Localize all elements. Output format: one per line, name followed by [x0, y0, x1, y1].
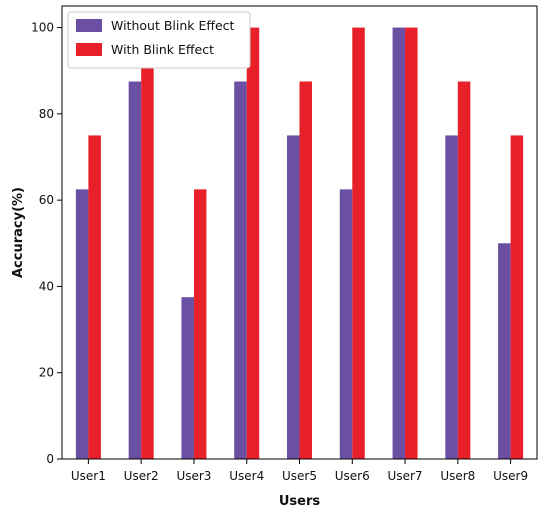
bar-user1-series-1 [75, 189, 89, 459]
x-tick-label: User9 [493, 469, 528, 483]
x-tick-label: User6 [335, 469, 370, 483]
legend-box [67, 11, 251, 69]
bar-user9-series-2 [510, 135, 524, 459]
y-tick-label: 100 [31, 21, 54, 35]
bar-user4-series-1 [234, 81, 247, 459]
legend-swatch [76, 19, 102, 32]
plot-frame [61, 5, 538, 460]
x-tick-label: User1 [71, 469, 106, 483]
bar-user6-series-1 [339, 189, 353, 459]
y-axis-title: Accuracy(%) [11, 187, 26, 278]
y-tick-label: 80 [39, 107, 54, 121]
legend-label: Without Blink Effect [111, 18, 235, 33]
bar-user8-series-1 [445, 135, 458, 459]
bar-user1-series-2 [88, 135, 101, 459]
bar-user4-series-2 [246, 27, 260, 459]
x-axis-ticks: User1 User2 User3 User4 User5 User6 User7 User8… [71, 459, 528, 483]
x-tick-label: User2 [124, 469, 159, 483]
bar-user2-series-1 [128, 81, 142, 459]
y-axis-ticks: 0 20 40 60 80 100 [31, 21, 62, 466]
y-tick-label: 20 [39, 366, 54, 380]
y-tick-label: 40 [39, 279, 54, 293]
y-tick-label: 0 [46, 452, 54, 466]
legend-label: With Blink Effect [111, 42, 214, 57]
x-tick-label: User5 [282, 469, 317, 483]
bar-user2-series-2 [141, 27, 154, 459]
x-tick-label: User8 [440, 469, 475, 483]
x-tick-label: User4 [229, 469, 264, 483]
x-axis-title: Users [279, 494, 321, 509]
bar-user3-series-2 [193, 189, 207, 459]
bar-user5-series-2 [299, 81, 312, 459]
bar-user9-series-1 [498, 243, 511, 459]
y-tick-label: 60 [39, 193, 54, 207]
bars [75, 27, 524, 459]
legend: Without Blink Effect With Blink Effect [67, 11, 251, 69]
legend-swatch [76, 43, 102, 56]
bar-user6-series-2 [352, 27, 365, 459]
bar-user8-series-2 [457, 81, 471, 459]
bar-user7-series-1 [392, 27, 406, 459]
bar-user7-series-2 [405, 27, 418, 459]
bar-user3-series-1 [181, 297, 194, 459]
bar-user5-series-1 [287, 135, 300, 459]
x-tick-label: User3 [176, 469, 211, 483]
x-tick-label: User7 [388, 469, 423, 483]
